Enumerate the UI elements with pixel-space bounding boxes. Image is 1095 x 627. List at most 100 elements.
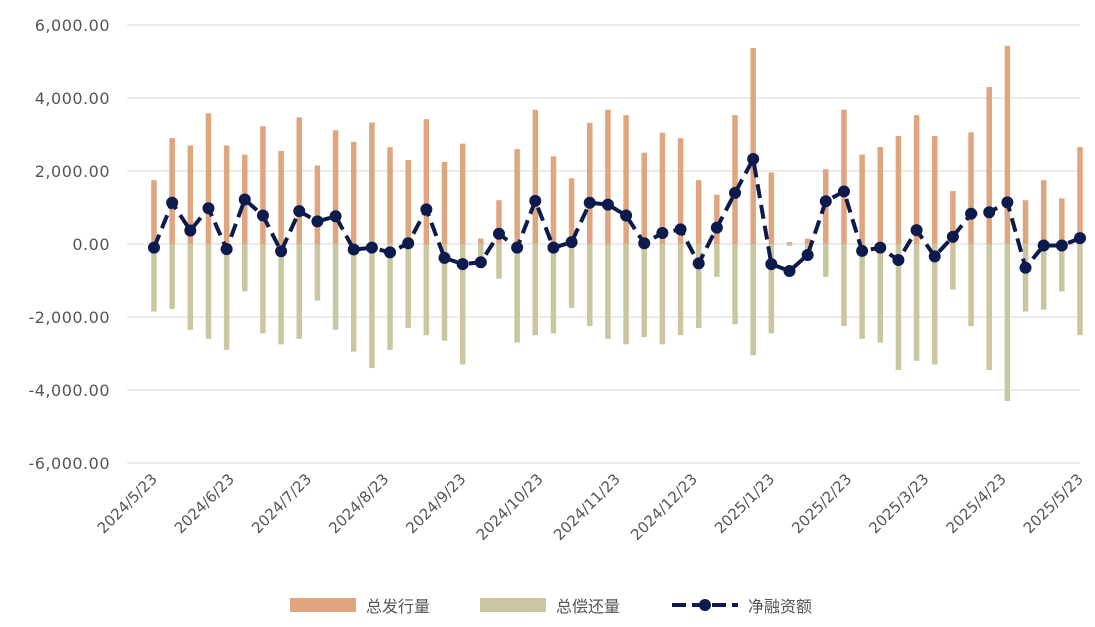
repayment-bar [260,244,266,334]
net-financing-point [238,193,251,206]
net-financing-point [892,254,905,267]
x-tick-label: 2024/12/23 [627,470,701,544]
net-financing-point [202,202,215,215]
issuance-bar [441,161,448,244]
issuance-bar [659,132,666,244]
net-financing-point [874,241,887,254]
net-financing-point [983,206,996,219]
x-tick-label: 2025/4/23 [943,470,1010,537]
net-financing-point [311,215,324,228]
net-financing-path [152,157,1081,273]
repayment-bar [695,244,702,328]
repayment-bar [369,244,375,369]
legend: 总发行量 总偿还量 净融资额 [0,590,1095,620]
issuance-bar [369,122,375,244]
y-tick-label: 4,000.00 [35,89,110,108]
issuance-bar [514,149,520,244]
legend-item-net: 净融资额 [670,590,812,620]
net-financing-point [1055,239,1068,252]
repayment-bar [677,244,684,336]
x-tick-label: 2024/8/23 [325,470,392,537]
net-financing-point [1037,239,1050,252]
issuance-bar [677,138,684,244]
issuance-bar [332,130,339,244]
net-financing-point [184,224,197,237]
repayment-bar [423,244,430,336]
net-financing-point [420,203,433,216]
net-financing-point [710,221,723,234]
repayment-bar [1059,244,1065,292]
repayment-bar [859,244,865,339]
issuance-bar [877,146,884,244]
issuance-bar [605,109,611,245]
repayment-bar [532,244,539,336]
x-tick-label: 2024/9/23 [402,470,469,537]
net-financing-point [801,248,814,261]
issuance-bar [405,160,411,244]
repayment-bar [478,244,484,261]
net-financing-point [583,196,596,209]
net-financing-point [456,258,469,271]
net-financing-point [837,185,850,198]
net-financing-point [565,236,578,249]
net-financing-point [275,245,288,258]
x-tick-label: 2024/11/23 [550,470,624,544]
net-financing-point [819,195,832,208]
repayment-bar [968,244,974,327]
issuance-bar [296,117,303,244]
issuance-bar [950,191,956,244]
x-tick-label: 2024/5/23 [94,470,161,537]
net-financing-point [402,237,415,250]
issuance-bar [350,141,357,244]
repayment-bar [151,244,157,312]
issuance-bar [532,109,539,245]
repayment-bar [750,244,756,356]
issuance-bars [151,45,1083,245]
repayment-bar [1004,244,1011,401]
repayment-bar [768,244,775,334]
net-financing-point [674,223,687,236]
net-financing-line [148,152,1086,278]
net-financing-point [747,152,760,165]
y-tick-label: 0.00 [72,235,110,254]
issuance-bar [986,87,992,244]
net-financing-point [384,246,397,259]
net-financing-point [329,210,342,223]
issuance-bar [423,119,430,244]
net-financing-point [492,227,505,240]
net-financing-point [729,186,742,199]
issuance-bar [151,180,157,244]
repayment-bar [931,244,938,365]
repayment-bar [986,244,992,370]
issuance-bar [768,172,775,244]
repayment-bar [877,244,884,343]
repayment-bar [950,244,956,290]
repayment-bar [332,244,339,330]
issuance-bar [387,147,393,244]
net-financing-point [293,205,306,218]
x-axis: 2024/5/23 2024/6/23 2024/7/23 2024/8/23 2024… [94,470,1087,544]
issuance-bar [623,115,629,244]
issuance-bar [314,165,321,244]
issuance-bar [695,180,702,244]
repayment-bar [387,244,393,350]
net-financing-point [166,196,179,209]
net-financing-point [601,198,614,211]
legend-swatch-net [672,599,738,611]
repayment-bar [732,244,738,325]
x-tick-label: 2024/10/23 [473,470,547,544]
y-tick-label: -4,000.00 [28,381,110,400]
x-tick-label: 2025/2/23 [788,470,855,537]
y-tick-label: 2,000.00 [35,162,110,181]
repayment-bar [913,244,920,361]
x-tick-label: 2024/7/23 [248,470,315,537]
legend-item-repayment: 总偿还量 [480,590,620,620]
issuance-bar [714,194,720,244]
repayment-bar [568,244,575,308]
issuance-bar [587,122,593,244]
net-financing-point [347,243,360,256]
issuance-bar [859,154,865,244]
legend-swatch-issuance [290,598,356,612]
repayment-bar [405,244,411,328]
net-financing-point [220,243,233,256]
